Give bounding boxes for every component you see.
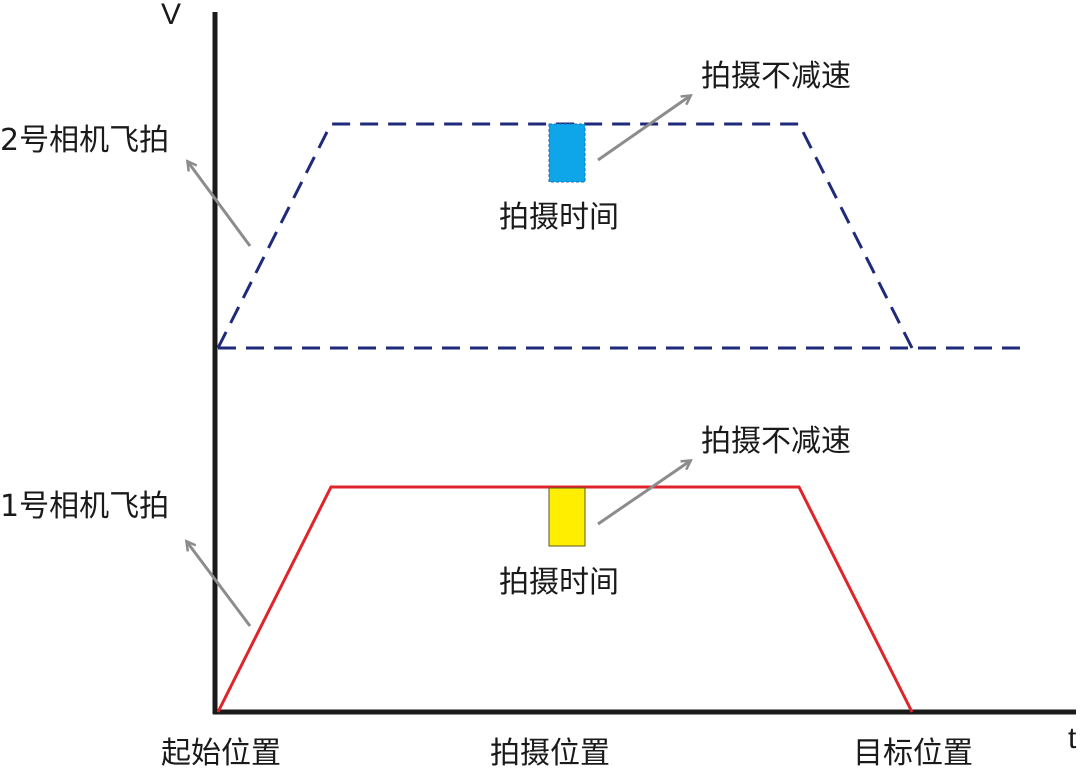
camera1-velocity-profile xyxy=(216,485,914,713)
target-position-label: 目标位置 xyxy=(853,736,973,769)
camera1-label-arrow xyxy=(187,542,252,627)
camera2-label: 2号相机飞拍 xyxy=(0,123,169,158)
camera1-label: 1号相机飞拍 xyxy=(0,489,169,524)
camera2-no-decel-label: 拍摄不减速 xyxy=(701,59,851,94)
start-position-label: 起始位置 xyxy=(161,736,281,769)
camera2-label-arrow xyxy=(188,162,252,247)
x-axis-label: t xyxy=(1068,722,1077,755)
camera1-no-decel-arrow xyxy=(597,461,690,526)
camera2-shoot-time-marker xyxy=(548,123,586,183)
camera1-no-decel-label: 拍摄不减速 xyxy=(701,424,851,459)
camera1-shoot-time-marker xyxy=(548,487,586,547)
camera2-shoot-time-label: 拍摄时间 xyxy=(499,200,619,235)
shoot-position-label: 拍摄位置 xyxy=(490,736,610,769)
camera1-shoot-time-label: 拍摄时间 xyxy=(499,565,619,600)
camera2-no-decel-arrow xyxy=(597,96,690,162)
y-axis-label: V xyxy=(161,0,181,31)
